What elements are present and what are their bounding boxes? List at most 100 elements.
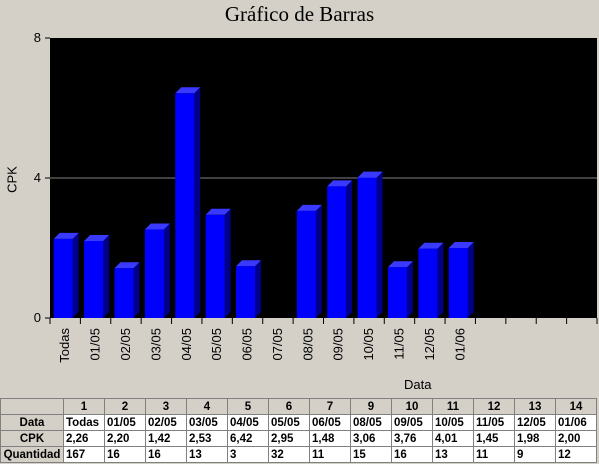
table-cell: 2,26 bbox=[63, 430, 105, 447]
bar-side bbox=[72, 232, 79, 318]
x-tick-label: 08/05 bbox=[300, 328, 315, 361]
x-tick-label: 07/05 bbox=[270, 328, 285, 361]
bar-top bbox=[418, 242, 444, 249]
table-cell: 11/05 bbox=[473, 414, 515, 431]
bar-top bbox=[53, 232, 79, 239]
table-row-header: CPK bbox=[0, 430, 64, 447]
bar-side bbox=[224, 208, 231, 318]
y-tick-label: 4 bbox=[34, 170, 41, 185]
table-cell: 12 bbox=[555, 446, 597, 463]
table-cell: 16 bbox=[145, 446, 187, 463]
table-cell: 1,42 bbox=[145, 430, 187, 447]
bar-top bbox=[175, 87, 201, 94]
table-cell: 2,20 bbox=[104, 430, 146, 447]
x-tick-label: 05/05 bbox=[209, 328, 224, 361]
table-cell: 12/05 bbox=[514, 414, 556, 431]
table-cell: 05/05 bbox=[268, 414, 310, 431]
bar-side bbox=[376, 171, 383, 318]
table-cell: 08/05 bbox=[350, 414, 392, 431]
data-table: 1 2 3 4 5 6 7 9 10 11 12 13 14 Data Todas 01/05 02/05 03/… bbox=[0, 398, 597, 463]
table-cell: 15 bbox=[350, 446, 392, 463]
table-column-header: 4 bbox=[186, 398, 228, 415]
table-row: Data Todas 01/05 02/05 03/05 04/05 05/05 06/05 0… bbox=[0, 414, 597, 431]
table-row: Quantidad 167 16 16 13 3 32 11 15 16 13 11 9 12 bbox=[0, 446, 597, 463]
x-tick-label: 09/05 bbox=[331, 328, 346, 361]
bar bbox=[175, 93, 195, 318]
x-tick-label: Todas bbox=[57, 328, 72, 363]
table-column-header: 1 bbox=[63, 398, 105, 415]
table-column-header: 9 bbox=[350, 398, 392, 415]
table-row: CPK 2,26 2,20 1,42 2,53 6,42 2,95 1,48 3,06 3,76 4… bbox=[0, 430, 597, 447]
x-tick-label: 10/05 bbox=[361, 328, 376, 361]
x-tick-label: 11/05 bbox=[391, 328, 406, 360]
table-cell: 06/05 bbox=[309, 414, 351, 431]
table-cell: 2,53 bbox=[186, 430, 228, 447]
x-tick-label: 03/05 bbox=[148, 328, 163, 361]
table-cell: 167 bbox=[63, 446, 105, 463]
table-cell: 6,42 bbox=[227, 430, 269, 447]
bar bbox=[327, 186, 347, 318]
y-axis-label: CPK bbox=[4, 166, 20, 193]
table-cell: 1,45 bbox=[473, 430, 515, 447]
y-tick-label: 8 bbox=[34, 30, 41, 45]
bar-chart: 0 4 8 Todas 01/05 02/05 03/05 04/05 05/05 06/05 07… bbox=[34, 30, 598, 363]
bar-top bbox=[205, 208, 231, 215]
table-cell: 13 bbox=[432, 446, 474, 463]
bar-side bbox=[315, 204, 322, 318]
bar-side bbox=[437, 242, 444, 318]
bar bbox=[84, 241, 104, 318]
table-cell: Todas bbox=[63, 414, 105, 431]
table-row-header: Quantidad bbox=[0, 446, 64, 463]
table-column-header: 14 bbox=[555, 398, 597, 415]
bar bbox=[236, 266, 256, 318]
table-header-row: 1 2 3 4 5 6 7 9 10 11 12 13 14 bbox=[0, 398, 597, 415]
table-cell: 11 bbox=[473, 446, 515, 463]
bar-top bbox=[236, 260, 262, 267]
x-tick-label: 01/05 bbox=[88, 328, 103, 361]
x-tick-label: 06/05 bbox=[240, 328, 255, 361]
table-cell: 9 bbox=[514, 446, 556, 463]
table-cell: 11 bbox=[309, 446, 351, 463]
bar-side bbox=[255, 260, 262, 318]
bar-top bbox=[448, 242, 474, 248]
bar-side bbox=[163, 223, 170, 318]
bar bbox=[114, 268, 134, 318]
bar-top bbox=[114, 262, 140, 269]
table-column-header: 10 bbox=[391, 398, 433, 415]
chart-title: Gráfico de Barras bbox=[224, 2, 375, 26]
table-row-header: Data bbox=[0, 414, 64, 431]
bar-top bbox=[387, 261, 413, 268]
bar bbox=[418, 248, 438, 318]
table-cell: 16 bbox=[391, 446, 433, 463]
table-corner bbox=[0, 398, 64, 415]
bar-top bbox=[357, 171, 383, 178]
table-cell: 02/05 bbox=[145, 414, 187, 431]
table-cell: 10/05 bbox=[432, 414, 474, 431]
bar-top bbox=[84, 235, 110, 241]
table-column-header: 5 bbox=[227, 398, 269, 415]
table-cell: 4,01 bbox=[432, 430, 474, 447]
bar-side bbox=[406, 261, 413, 318]
table-cell: 09/05 bbox=[391, 414, 433, 431]
table-column-header: 3 bbox=[145, 398, 187, 415]
table-column-header: 12 bbox=[473, 398, 515, 415]
table-cell: 16 bbox=[104, 446, 146, 463]
bar bbox=[357, 177, 377, 318]
y-tick-label: 0 bbox=[34, 310, 41, 325]
x-tick-label: 01/06 bbox=[452, 328, 467, 361]
table-cell: 2,95 bbox=[268, 430, 310, 447]
table-cell: 3,06 bbox=[350, 430, 392, 447]
bar-side bbox=[467, 242, 474, 318]
table-column-header: 2 bbox=[104, 398, 146, 415]
bar bbox=[448, 248, 468, 318]
table-column-header: 6 bbox=[268, 398, 310, 415]
table-cell: 03/05 bbox=[186, 414, 228, 431]
table-cell: 01/05 bbox=[104, 414, 146, 431]
bar bbox=[296, 210, 316, 318]
table-cell: 04/05 bbox=[227, 414, 269, 431]
bar-side bbox=[103, 235, 110, 318]
bar-top bbox=[144, 223, 170, 230]
x-tick-label: 04/05 bbox=[179, 328, 194, 361]
table-cell: 32 bbox=[268, 446, 310, 463]
bar bbox=[387, 267, 407, 318]
